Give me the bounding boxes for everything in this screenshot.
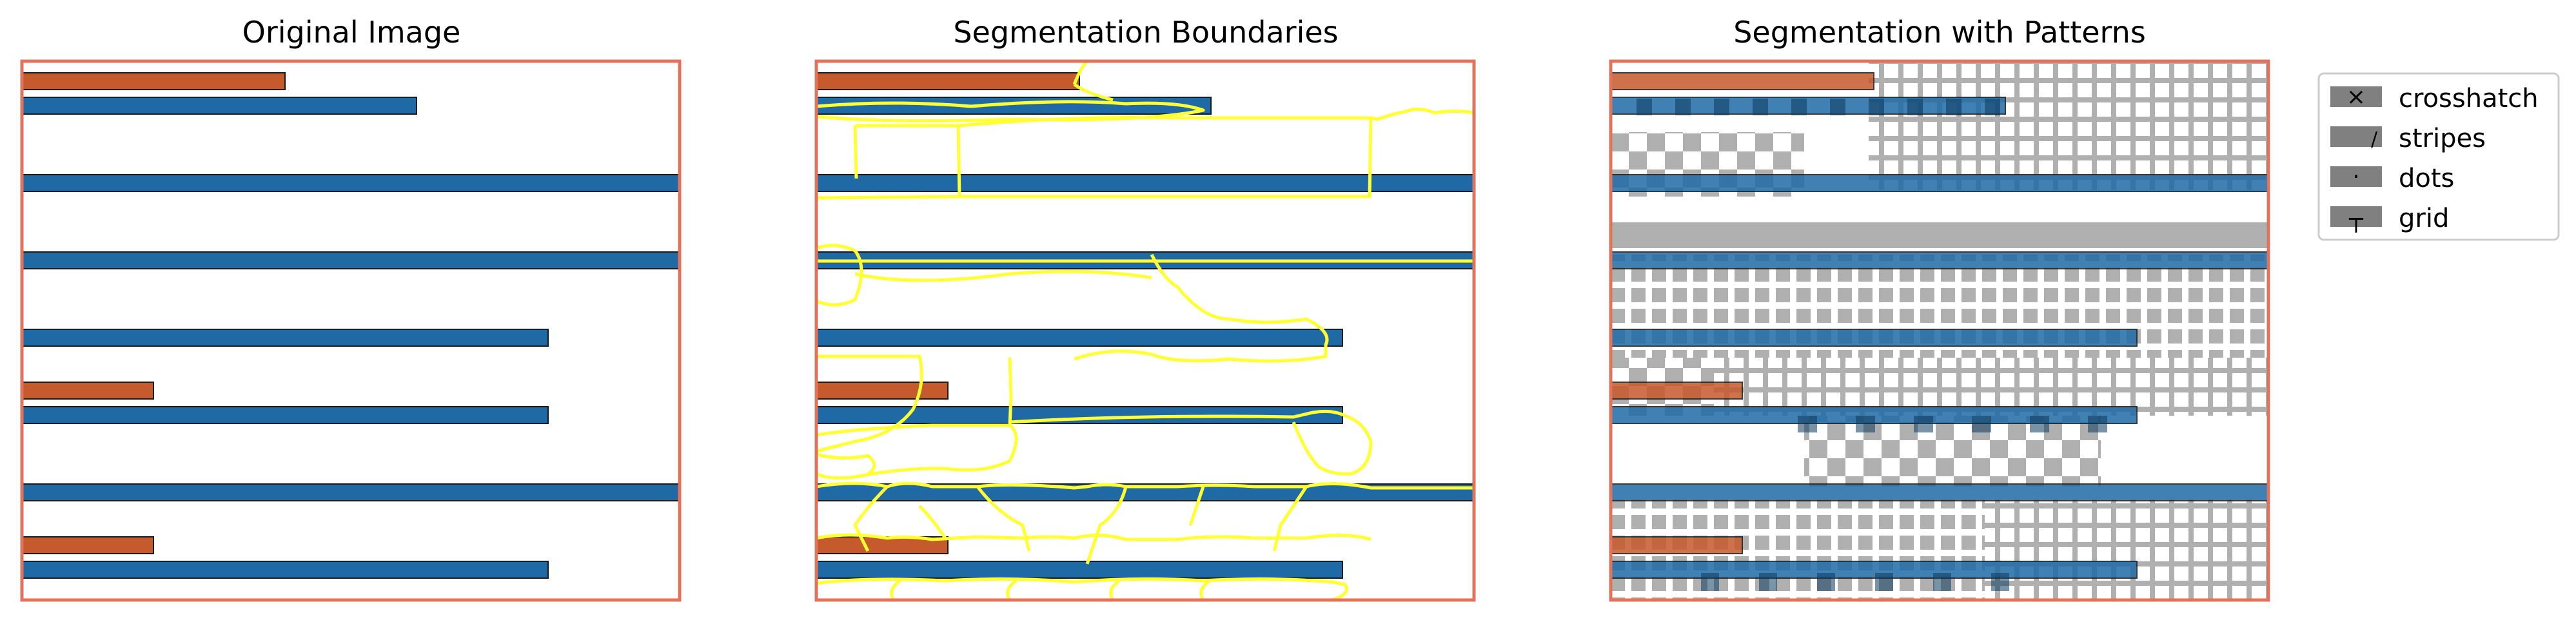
panel-title-original: Original Image bbox=[242, 15, 461, 50]
bar-orange-4 bbox=[816, 382, 949, 400]
bar-blue-3 bbox=[816, 329, 1343, 347]
legend-item-grid: ┬ grid bbox=[2330, 204, 2449, 233]
boundary-segment bbox=[816, 577, 1348, 602]
legend-marker: · bbox=[2352, 164, 2359, 190]
legend-label: crosshatch bbox=[2399, 84, 2539, 113]
bar-orange-4 bbox=[1610, 382, 1743, 400]
bar-orange-6 bbox=[21, 536, 154, 554]
panel-title-boundaries: Segmentation Boundaries bbox=[953, 15, 1338, 50]
pattern-region-grid bbox=[1985, 499, 2268, 600]
bar-blue-4 bbox=[21, 406, 549, 424]
panel-frame bbox=[20, 59, 682, 602]
legend-swatch bbox=[2330, 166, 2382, 187]
legend-frame bbox=[2317, 72, 2560, 241]
legend-label: dots bbox=[2399, 164, 2454, 193]
panel-frame bbox=[1609, 59, 2270, 602]
bar-layer bbox=[21, 72, 680, 579]
panel-original-image bbox=[20, 59, 682, 602]
legend-marker: ┬ bbox=[2348, 206, 2364, 233]
panel-segmentation-boundaries bbox=[814, 59, 1476, 602]
bar-blue-1 bbox=[1610, 174, 2269, 192]
bar-orange-0 bbox=[1610, 72, 1874, 90]
bar-orange-0 bbox=[21, 72, 286, 90]
legend-swatch bbox=[2330, 126, 2382, 147]
segmentation-boundaries bbox=[814, 60, 1475, 602]
legend-marker: × bbox=[2346, 84, 2366, 110]
panel-title-patterns: Segmentation with Patterns bbox=[1733, 15, 2146, 50]
bar-blue-6 bbox=[1610, 561, 2138, 579]
legend-swatch bbox=[2330, 206, 2382, 227]
boundary-segment bbox=[815, 357, 1018, 480]
bar-blue-3 bbox=[1610, 329, 2138, 347]
boundary-segment bbox=[1009, 409, 1373, 476]
boundary-segment bbox=[816, 259, 1474, 282]
boundary-segment bbox=[959, 116, 1373, 199]
legend-label: stripes bbox=[2399, 124, 2486, 153]
bar-orange-0 bbox=[816, 72, 1080, 90]
legend-item-stripes: / stripes bbox=[2330, 124, 2486, 153]
bar-blue-0 bbox=[816, 97, 1212, 115]
pattern-region-gray bbox=[1611, 222, 2268, 248]
legend-item-crosshatch: × crosshatch bbox=[2330, 84, 2539, 113]
boundary-segment bbox=[853, 485, 1308, 565]
boundary-segment bbox=[814, 100, 1205, 122]
bar-blue-2 bbox=[21, 251, 680, 269]
boundary-segment bbox=[1074, 253, 1329, 363]
legend-swatch bbox=[2330, 86, 2382, 107]
legend: × crosshatch / stripes · dots ┬ grid bbox=[2317, 72, 2560, 241]
boundary-segment bbox=[816, 481, 1474, 490]
bar-blue-5 bbox=[21, 483, 680, 501]
boundary-segment bbox=[1370, 108, 1475, 121]
pattern-region-checker bbox=[1804, 416, 2101, 487]
bar-dark-overlay bbox=[1637, 99, 2107, 591]
bar-blue-6 bbox=[21, 561, 549, 579]
bar-orange-6 bbox=[1610, 536, 1743, 554]
legend-marker: / bbox=[2371, 128, 2378, 151]
boundary-segment bbox=[816, 354, 923, 453]
bar-blue-1 bbox=[816, 174, 1475, 192]
bar-blue-6 bbox=[816, 561, 1343, 579]
panel-segmentation-with-patterns bbox=[1609, 59, 2270, 602]
bar-blue-0 bbox=[21, 97, 417, 115]
bar-layer bbox=[816, 72, 1475, 579]
boundary-segment bbox=[816, 533, 1372, 541]
pattern-region-grid bbox=[1869, 61, 2268, 190]
bar-blue-3 bbox=[21, 329, 549, 347]
bar-blue-1 bbox=[21, 174, 680, 192]
boundary-segment bbox=[816, 124, 961, 200]
boundary-segment bbox=[816, 452, 947, 539]
bar-blue-5 bbox=[1610, 483, 2269, 501]
bar-orange-4 bbox=[21, 382, 154, 400]
bar-blue-2 bbox=[1610, 251, 2269, 269]
panel-frame bbox=[814, 59, 1476, 602]
legend-label: grid bbox=[2399, 204, 2449, 233]
legend-item-dots: · dots bbox=[2330, 164, 2454, 193]
